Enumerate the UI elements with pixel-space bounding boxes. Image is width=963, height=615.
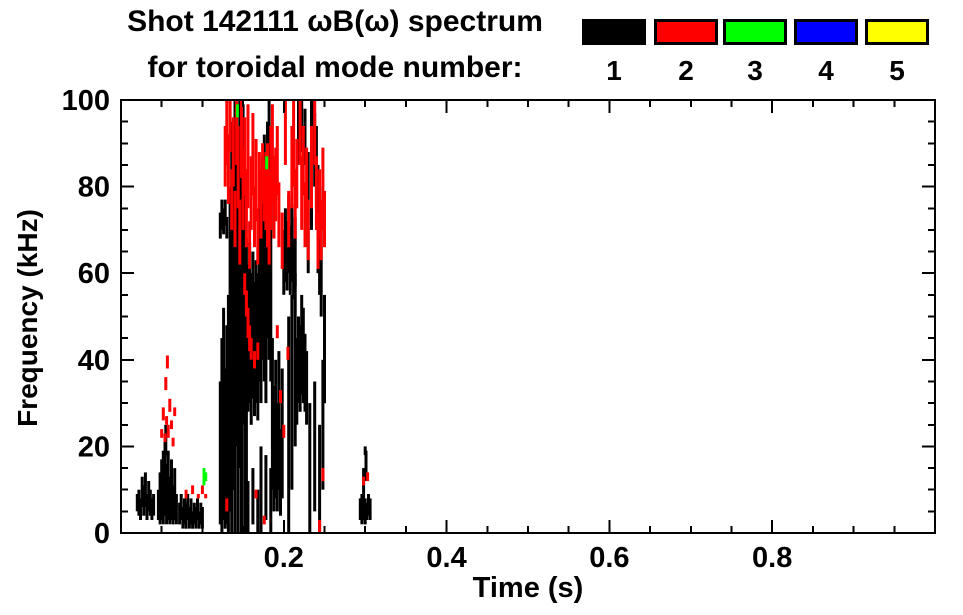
x-tick-label-0.2: 0.2: [264, 542, 304, 574]
legend-mode-number-5: 5: [889, 55, 905, 86]
legend-swatch-mode-1: [582, 19, 646, 45]
legend-swatch-mode-5: [865, 19, 929, 45]
x-tick-label-0.8: 0.8: [752, 542, 792, 574]
y-tick-label-40: 40: [78, 345, 110, 377]
y-tick-label-20: 20: [78, 431, 110, 463]
legend-mode-number-1: 1: [606, 55, 622, 86]
legend-swatch-mode-3: [723, 19, 787, 45]
y-tick-label-80: 80: [78, 172, 110, 204]
legend-mode-number-3: 3: [747, 55, 763, 86]
legend-swatch-mode-2: [654, 19, 718, 45]
figure-title-line2: for toroidal mode number:: [147, 51, 523, 84]
legend-mode-number-2: 2: [678, 55, 694, 86]
legend-mode-number-4: 4: [818, 55, 834, 86]
tick-labels: 0.2 0.4 0.6 0.8 0 20 40 60 80 100: [62, 85, 793, 574]
axis-ticks: [121, 100, 935, 533]
legend-swatch-mode-4: [794, 19, 858, 45]
x-tick-label-0.6: 0.6: [589, 542, 629, 574]
x-tick-label-0.4: 0.4: [426, 542, 466, 574]
figure-title-line1: Shot 142111 ωB(ω) spectrum: [127, 5, 543, 38]
x-axis-label: Time (s): [472, 572, 584, 604]
series-n=3: [202, 104, 269, 486]
y-tick-label-60: 60: [78, 258, 110, 290]
y-tick-label-0: 0: [94, 518, 110, 550]
series-n=2: [160, 100, 370, 533]
y-tick-label-100: 100: [62, 85, 110, 117]
